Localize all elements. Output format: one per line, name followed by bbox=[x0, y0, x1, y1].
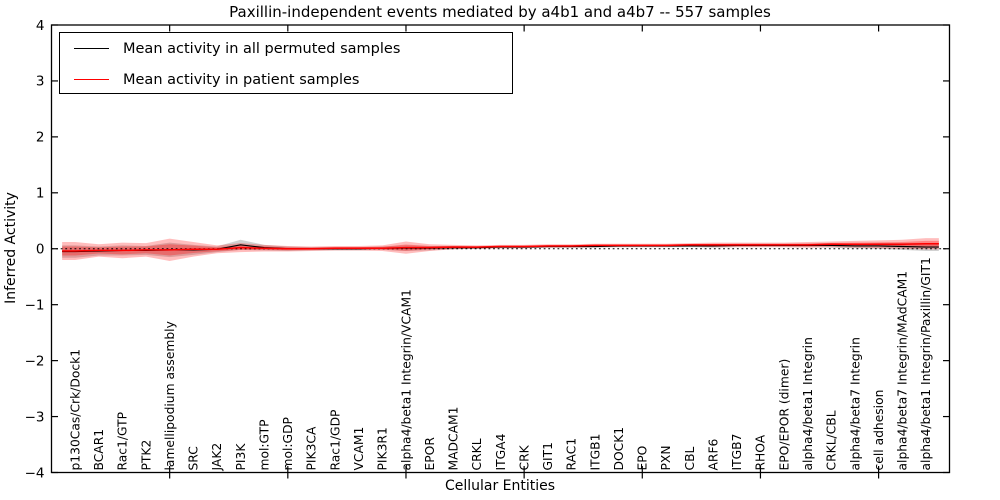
patient-spread-band bbox=[62, 238, 939, 262]
x-category-label: RHOA bbox=[754, 434, 768, 470]
x-category-label: alpha4/beta7 Integrin/MAdCAM1 bbox=[896, 271, 910, 471]
y-axis-label: Inferred Activity bbox=[3, 192, 19, 304]
x-category-label: lamellipodium assembly bbox=[163, 321, 177, 470]
x-category-label: CRKL bbox=[470, 438, 484, 470]
chart-title: Paxillin-independent events mediated by … bbox=[229, 3, 771, 21]
legend-label-patient: Mean activity in patient samples bbox=[123, 71, 360, 88]
y-tick-label: −2 bbox=[25, 353, 45, 369]
x-category-label: EPO bbox=[636, 446, 650, 471]
legend-line-patient-icon bbox=[74, 79, 109, 80]
x-category-label: mol:GTP bbox=[258, 419, 272, 470]
legend-label-permuted: Mean activity in all permuted samples bbox=[123, 40, 401, 57]
x-category-label: RAC1 bbox=[565, 438, 579, 471]
y-tick-label: 1 bbox=[36, 186, 45, 202]
x-category-label: EPO/EPOR (dimer) bbox=[777, 359, 791, 471]
x-category-label: GIT1 bbox=[541, 442, 555, 471]
x-category-label: CBL bbox=[683, 446, 697, 470]
y-tick-label: 2 bbox=[36, 130, 45, 146]
y-tick-label: 3 bbox=[36, 74, 45, 90]
x-category-label: VCAM1 bbox=[352, 427, 366, 471]
x-category-label: BCAR1 bbox=[92, 429, 106, 471]
y-tick-label: 4 bbox=[36, 18, 45, 34]
x-category-label: p130Cas/Crk/Dock1 bbox=[68, 349, 82, 471]
y-tick-label: −4 bbox=[25, 465, 45, 481]
x-category-label: alpha4/beta1 Integrin/Paxillin/GIT1 bbox=[919, 257, 933, 470]
x-category-label: MADCAM1 bbox=[447, 407, 461, 471]
x-category-label: alpha4/beta1 Integrin bbox=[801, 337, 815, 470]
y-tick-label: −3 bbox=[25, 409, 45, 425]
x-category-label: ITGB1 bbox=[588, 434, 602, 471]
x-category-label: PIK3R1 bbox=[376, 427, 390, 470]
x-category-label: SRC bbox=[187, 446, 201, 470]
x-axis-label: Cellular Entities bbox=[444, 478, 556, 494]
x-category-label: cell adhesion bbox=[872, 390, 886, 471]
legend-box: Mean activity in all permuted samples Me… bbox=[59, 32, 513, 94]
patient-mean-line bbox=[62, 242, 939, 252]
x-category-label: EPOR bbox=[423, 437, 437, 471]
x-category-label: Rac1/GDP bbox=[328, 410, 342, 471]
x-category-label: DOCK1 bbox=[612, 427, 626, 471]
x-category-label: CRK bbox=[517, 444, 531, 470]
y-tick-label: −1 bbox=[25, 297, 45, 313]
x-category-label: ITGA4 bbox=[494, 433, 508, 470]
x-category-label: PTK2 bbox=[139, 440, 153, 471]
x-category-label: Rac1/GTP bbox=[116, 412, 130, 471]
legend-item-permuted: Mean activity in all permuted samples bbox=[60, 33, 512, 64]
x-category-label: CRKL/CBL bbox=[825, 410, 839, 470]
x-category-label: ARF6 bbox=[707, 438, 721, 470]
x-category-label: PIK3CA bbox=[305, 426, 319, 471]
legend-line-permuted-icon bbox=[74, 48, 109, 49]
x-category-label: PI3K bbox=[234, 443, 248, 471]
x-category-label: alpha4/beta7 Integrin bbox=[848, 337, 862, 470]
x-category-label: PXN bbox=[659, 445, 673, 470]
y-tick-label: 0 bbox=[36, 242, 45, 258]
x-category-label: JAK2 bbox=[210, 443, 224, 472]
x-category-label: mol:GDP bbox=[281, 417, 295, 470]
x-category-label: ITGB7 bbox=[730, 434, 744, 471]
x-category-label: alpha4/beta1 Integrin/VCAM1 bbox=[399, 289, 413, 470]
legend-item-patient: Mean activity in patient samples bbox=[60, 64, 512, 95]
